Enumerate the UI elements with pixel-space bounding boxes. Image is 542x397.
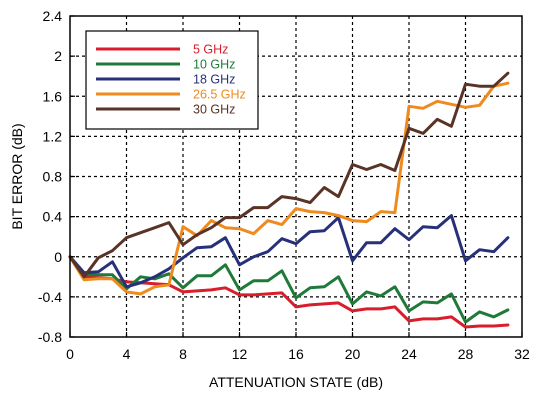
series-line-26-5-ghz <box>68 81 510 296</box>
y-axis-title: BIT ERROR (dB) <box>9 123 25 229</box>
legend-label: 18 GHz <box>193 73 235 87</box>
y-tick-label: 0 <box>54 249 62 265</box>
series-line-10-ghz <box>68 255 510 324</box>
x-tick-label: 8 <box>179 346 187 362</box>
x-axis-title: ATTENUATION STATE (dB) <box>209 374 383 390</box>
series-lines <box>68 71 510 329</box>
x-tick-label: 24 <box>401 346 417 362</box>
y-tick-label: 0.4 <box>43 209 63 225</box>
legend-label: 30 GHz <box>193 103 235 117</box>
x-tick-label: 32 <box>514 346 530 362</box>
x-tick-label: 12 <box>232 346 248 362</box>
x-tick-label: 4 <box>123 346 131 362</box>
x-tick-label: 20 <box>345 346 361 362</box>
legend-label: 26.5 GHz <box>193 88 246 102</box>
y-tick-label: -0.4 <box>38 289 62 305</box>
y-tick-label: 1.6 <box>43 88 63 104</box>
y-tick-label: 2.4 <box>43 8 63 24</box>
x-tick-label: 28 <box>458 346 474 362</box>
series-line-30-ghz <box>68 71 510 279</box>
y-tick-label: 2 <box>54 48 62 64</box>
x-tick-label: 16 <box>288 346 304 362</box>
legend-label: 5 GHz <box>193 43 228 57</box>
y-tick-label: 1.2 <box>43 128 63 144</box>
series-line-18-ghz <box>68 214 510 289</box>
y-tick-label: -0.8 <box>38 329 62 345</box>
legend-label: 10 GHz <box>193 58 235 72</box>
x-tick-label: 0 <box>66 346 74 362</box>
axis-ticks: 0 4 8 12 16 20 24 28 32 -0.8 -0.4 0 0.4 0.8 1.2 1.6 2 2.4 <box>38 8 530 362</box>
y-tick-label: 0.8 <box>43 169 63 185</box>
